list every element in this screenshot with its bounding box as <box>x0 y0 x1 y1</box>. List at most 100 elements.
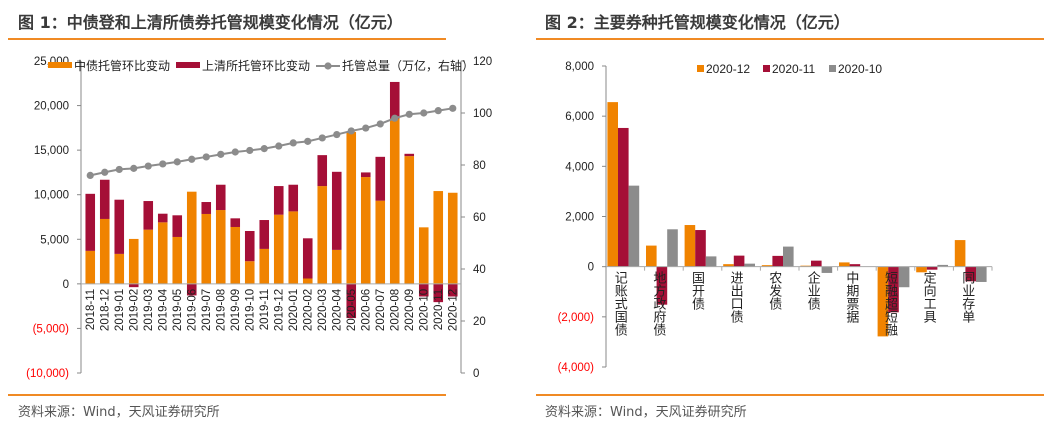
chart2-legend-label: 2020-10 <box>838 62 882 76</box>
chart2-ytick-label: (4,000) <box>558 362 595 374</box>
chart1-y2tick-label: 40 <box>473 264 486 276</box>
chart2-legend-label: 2020-12 <box>706 62 750 76</box>
chart1-y2tick-label: 20 <box>473 316 486 328</box>
chart1-bar-shangqing <box>186 283 197 296</box>
chart2-bar-2020-12 <box>761 265 773 267</box>
chart1-bar-zhongzhai <box>244 261 255 284</box>
chart2-bar-2020-12 <box>607 102 618 267</box>
chart1-xtick-label: 2019-04 <box>158 288 170 331</box>
chart1-bar-shangqing <box>273 186 284 215</box>
chart1-legend-label: 上清所托管环比变动 <box>202 58 310 73</box>
chart1-bar-shangqing <box>201 202 212 214</box>
chart1-source: 资料来源：Wind，天风证券研究所 <box>18 405 220 420</box>
chart1-total-point <box>434 107 442 115</box>
chart1-legend-swatch-shangqing <box>176 62 200 68</box>
chart2-bar-2020-12 <box>916 266 927 273</box>
chart1-total-point <box>159 160 167 168</box>
chart1-total-point <box>318 134 326 142</box>
chart1-total-point <box>333 130 341 139</box>
chart2-bar-2020-11 <box>849 264 861 267</box>
chart2-bar-2020-12 <box>723 264 734 267</box>
chart1-bar-shangqing <box>244 230 255 262</box>
chart1-bar-zhongzhai <box>302 278 313 284</box>
chart1-bottom-rule <box>8 394 446 396</box>
chart2-top-rule <box>536 38 1044 40</box>
chart2-ytick-label: 8,000 <box>565 61 594 73</box>
chart1-top-rule <box>8 38 446 40</box>
chart1-bar-zhongzhai <box>447 192 458 284</box>
chart1-bar-shangqing <box>114 199 125 254</box>
chart1-total-point <box>130 164 138 172</box>
chart1-bar-shangqing <box>346 283 357 319</box>
chart1-bar-shangqing <box>230 218 241 227</box>
chart2-bar-2020-11 <box>656 266 668 305</box>
chart1-legend-label: 中债托管环比变动 <box>74 58 170 73</box>
chart2-xtick-label: 企业债 <box>808 271 821 312</box>
chart2-bar-2020-12 <box>839 262 850 267</box>
chart2-xtick-label: 农发债 <box>769 271 782 312</box>
chart2-xtick-label: 地方政府债 <box>653 271 666 338</box>
chart1-xtick-label: 2019-02 <box>129 289 141 331</box>
chart1-bar-zhongzhai <box>172 236 183 284</box>
chart1-legend-point <box>324 62 332 70</box>
chart2-xtick-label: 中期票据 <box>846 271 859 325</box>
chart1-xtick-label: 2019-03 <box>143 289 155 331</box>
chart2-source: 资料来源：Wind，天风证券研究所 <box>545 405 747 420</box>
chart1-bar-shangqing <box>143 201 154 230</box>
chart1-bar-shangqing <box>389 81 400 119</box>
chart1-y2tick-label: 80 <box>473 160 486 172</box>
chart1-bar-shangqing <box>447 283 458 297</box>
chart1-y2tick-label: 120 <box>473 56 492 68</box>
chart2-xtick-label: 进出口债 <box>731 271 744 325</box>
chart1-xtick-label: 2019-08 <box>216 289 228 331</box>
chart1-xtick-label: 2018-11 <box>85 289 97 330</box>
chart1-total-point <box>173 158 181 166</box>
chart1-bar-shangqing <box>215 184 226 211</box>
chart1-bar-zhongzhai <box>259 248 270 284</box>
chart1-total-point <box>362 124 370 132</box>
chart1-legend-swatch-zhongzhai <box>48 62 72 68</box>
chart1-xtick-label: 2020-10 <box>419 289 431 331</box>
chart2-bar-2020-10 <box>976 266 987 282</box>
chart1-bar-shangqing <box>433 283 444 303</box>
chart2-bar-2020-10 <box>744 263 755 267</box>
chart2-bar-2020-11 <box>733 255 745 267</box>
chart1-xtick-label: 2018-12 <box>100 289 112 331</box>
chart2-ytick-label: 6,000 <box>565 111 594 123</box>
chart2-bar-2020-10 <box>628 185 640 267</box>
chart2-ytick-label: 4,000 <box>565 161 594 173</box>
chart2-bar-2020-11 <box>888 266 899 313</box>
chart2-ytick-label: 0 <box>588 262 594 274</box>
chart1-bar-zhongzhai <box>143 229 154 284</box>
chart1-y2tick-label: 60 <box>473 212 486 224</box>
chart1-total-point <box>246 146 254 155</box>
chart1-xtick-label: 2020-02 <box>303 289 315 331</box>
chart1-bar-zhongzhai <box>230 226 241 284</box>
chart1-bar-zhongzhai <box>288 211 299 284</box>
chart1-total-point <box>202 153 210 161</box>
chart1-total-point <box>449 104 457 112</box>
chart1-bar-shangqing <box>302 238 313 279</box>
chart2-xtick-label: 记账式国债 <box>615 271 628 338</box>
chart1-xtick-label: 2020-11 <box>433 289 445 330</box>
chart1-ytick-label: (5,000) <box>33 323 70 335</box>
chart2-xtick-label: 短融超短融 <box>885 271 898 338</box>
chart1-bar-shangqing <box>360 172 371 178</box>
chart1-xtick-label: 2020-01 <box>288 289 300 331</box>
chart1-total-point <box>405 110 413 118</box>
chart2-bottom-rule <box>536 394 1044 396</box>
chart1-total-point <box>420 109 428 117</box>
chart2-bar-2020-11 <box>772 255 783 267</box>
chart1-bar-zhongzhai <box>418 227 429 284</box>
chart1-ytick-label: 15,000 <box>34 145 69 157</box>
chart1-bar-zhongzhai <box>85 250 96 284</box>
chart2-bar-2020-12 <box>684 225 696 267</box>
chart1-bar-shangqing <box>404 153 415 157</box>
chart1-bar-zhongzhai <box>157 222 168 284</box>
chart1-total-point <box>144 162 152 170</box>
chart1-bar-zhongzhai <box>128 238 139 284</box>
chart1-bar-zhongzhai <box>99 218 110 284</box>
chart1-bar-shangqing <box>99 179 110 219</box>
chart1-bar-shangqing <box>85 193 96 251</box>
chart1-ytick-label: 5,000 <box>40 234 69 246</box>
